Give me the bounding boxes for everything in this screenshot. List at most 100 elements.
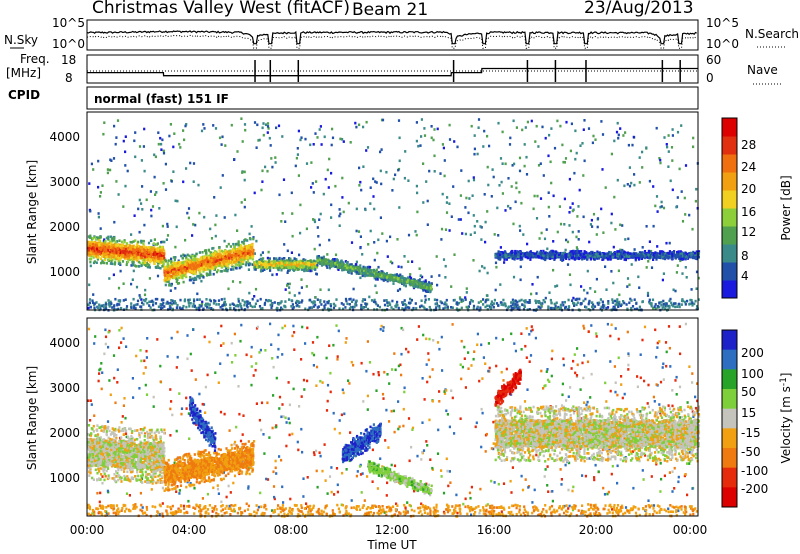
heat-cell <box>109 248 112 251</box>
heat-cell <box>440 227 444 231</box>
heat-cell <box>272 264 275 268</box>
heat-cell <box>105 262 108 265</box>
heat-cell <box>160 254 163 257</box>
heat-cell <box>363 298 367 301</box>
heat-cell <box>641 150 644 154</box>
heat-cell <box>515 186 518 190</box>
heat-cell <box>237 297 240 301</box>
heat-cell <box>258 305 262 308</box>
heat-cell <box>548 215 551 218</box>
heat-cell <box>209 273 212 276</box>
heat-cell <box>88 244 91 247</box>
heat-cell <box>366 146 370 149</box>
heat-cell <box>247 260 250 263</box>
heat-cell <box>218 256 221 259</box>
heat-cell <box>173 258 176 262</box>
heat-cell <box>346 302 349 306</box>
heat-cell <box>482 303 485 306</box>
heat-cell <box>415 307 418 310</box>
heat-cell <box>192 180 195 183</box>
heat-cell <box>304 258 307 262</box>
beam-title: Beam 21 <box>352 0 428 20</box>
heat-cell <box>342 140 345 143</box>
heat-cell <box>87 241 90 244</box>
heat-cell <box>424 301 427 304</box>
heat-cell <box>535 217 539 220</box>
heat-cell <box>548 133 551 137</box>
heat-cell <box>338 224 341 227</box>
heat-cell <box>658 157 661 160</box>
heat-cell <box>671 134 674 137</box>
heat-cell <box>389 303 392 306</box>
heat-cell <box>383 299 386 302</box>
heat-cell <box>288 268 291 272</box>
heat-cell <box>310 261 313 264</box>
heat-cell <box>162 149 165 153</box>
heat-cell <box>129 253 132 256</box>
heat-cell <box>451 306 454 309</box>
heat-cell <box>111 255 114 259</box>
heat-cell <box>407 260 410 263</box>
heat-cell <box>512 300 515 303</box>
heat-cell <box>311 259 314 263</box>
heat-cell <box>123 240 126 244</box>
heat-cell <box>409 276 413 280</box>
heat-cell <box>96 254 99 258</box>
heat-cell <box>521 303 524 307</box>
heat-cell <box>109 235 112 239</box>
heat-cell <box>339 137 342 141</box>
heat-cell <box>575 298 578 301</box>
heat-cell <box>268 258 271 262</box>
heat-cell <box>681 299 684 303</box>
heat-cell <box>570 122 573 126</box>
heat-cell <box>202 270 205 273</box>
heat-cell <box>540 305 543 308</box>
heat-cell <box>271 273 274 277</box>
heat-cell <box>176 262 179 265</box>
heat-cell <box>484 220 487 224</box>
heat-cell <box>164 258 167 262</box>
heat-cell <box>278 193 281 197</box>
heat-cell <box>309 298 312 302</box>
heat-cell <box>618 303 621 306</box>
heat-cell <box>535 292 538 295</box>
heat-cell <box>167 259 170 262</box>
heat-cell <box>354 301 357 304</box>
heat-cell <box>109 240 112 244</box>
heat-cell <box>573 171 576 175</box>
heat-cell <box>563 300 566 304</box>
heat-cell <box>168 277 171 280</box>
heat-cell <box>588 240 591 244</box>
heat-cell <box>386 279 389 283</box>
heat-cell <box>151 248 155 252</box>
heat-cell <box>125 263 128 267</box>
heat-cell <box>493 233 496 236</box>
heat-cell <box>261 266 265 269</box>
freq-right-tick-low: 0 <box>706 71 714 85</box>
heat-cell <box>253 264 256 267</box>
heat-cell <box>176 278 179 281</box>
heat-cell <box>240 258 243 262</box>
heat-cell <box>217 299 221 302</box>
heat-cell <box>295 301 298 305</box>
heat-cell <box>297 129 300 133</box>
heat-cell <box>675 271 678 274</box>
heat-cell <box>214 127 218 130</box>
freq-series <box>87 67 698 77</box>
heat-cell <box>89 264 92 268</box>
heat-cell <box>224 250 227 253</box>
heat-cell <box>191 255 194 258</box>
heat-cell <box>507 204 510 208</box>
heat-cell <box>535 301 538 305</box>
heat-cell <box>526 242 529 246</box>
heat-cell <box>178 142 181 146</box>
heat-cell <box>254 261 257 265</box>
heat-cell <box>312 261 315 264</box>
heat-cell <box>236 150 239 153</box>
heat-cell <box>312 302 315 305</box>
heat-cell <box>299 261 302 265</box>
heat-cell <box>258 265 261 268</box>
heat-cell <box>130 254 133 258</box>
heat-cell <box>140 202 143 205</box>
heat-cell <box>140 298 143 301</box>
